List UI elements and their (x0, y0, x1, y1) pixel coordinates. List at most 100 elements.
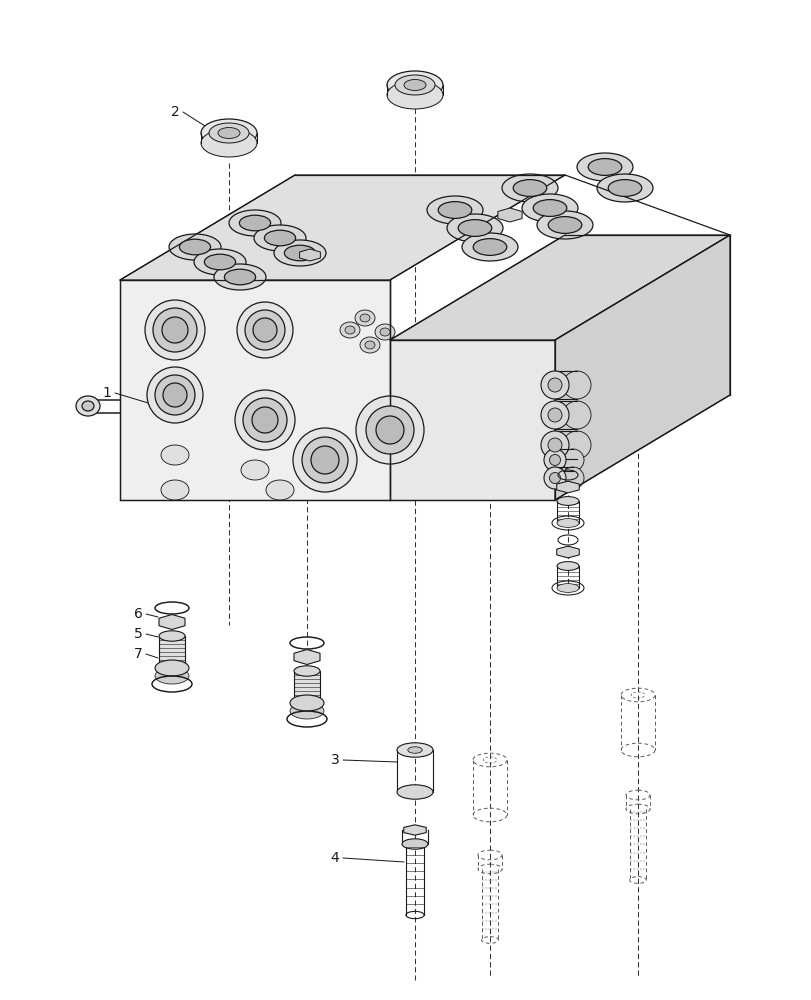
Ellipse shape (214, 264, 266, 290)
Ellipse shape (359, 314, 370, 322)
Ellipse shape (596, 174, 652, 202)
Ellipse shape (547, 408, 561, 422)
Ellipse shape (201, 129, 257, 157)
Ellipse shape (556, 584, 578, 592)
Ellipse shape (245, 310, 285, 350)
Ellipse shape (607, 180, 641, 196)
Ellipse shape (540, 371, 569, 399)
Ellipse shape (82, 401, 94, 411)
Ellipse shape (162, 317, 188, 343)
Ellipse shape (461, 233, 517, 261)
Ellipse shape (152, 308, 197, 352)
Text: 2: 2 (170, 105, 179, 119)
Ellipse shape (397, 743, 432, 757)
Ellipse shape (577, 153, 633, 181)
Ellipse shape (543, 449, 565, 471)
Ellipse shape (380, 328, 389, 336)
Ellipse shape (438, 202, 471, 218)
Ellipse shape (501, 174, 557, 202)
Ellipse shape (145, 300, 204, 360)
Ellipse shape (556, 562, 578, 570)
Ellipse shape (397, 785, 432, 799)
Text: 4: 4 (330, 851, 339, 865)
Ellipse shape (161, 480, 189, 500)
Ellipse shape (293, 428, 357, 492)
Ellipse shape (340, 322, 359, 338)
Ellipse shape (587, 159, 621, 175)
Ellipse shape (241, 460, 268, 480)
Ellipse shape (562, 431, 590, 459)
Ellipse shape (407, 747, 422, 753)
Ellipse shape (208, 123, 249, 143)
Ellipse shape (387, 71, 443, 99)
Ellipse shape (549, 473, 560, 484)
Ellipse shape (345, 326, 354, 334)
Ellipse shape (547, 438, 561, 452)
Ellipse shape (521, 194, 577, 222)
Ellipse shape (540, 401, 569, 429)
Ellipse shape (556, 497, 578, 505)
Ellipse shape (401, 839, 427, 849)
Ellipse shape (251, 407, 277, 433)
Ellipse shape (290, 703, 324, 719)
Ellipse shape (201, 119, 257, 147)
Ellipse shape (239, 215, 270, 231)
Ellipse shape (234, 390, 294, 450)
Polygon shape (294, 650, 320, 664)
Ellipse shape (179, 239, 210, 255)
Ellipse shape (194, 249, 246, 275)
Polygon shape (556, 546, 578, 558)
Ellipse shape (273, 240, 325, 266)
Ellipse shape (169, 234, 221, 260)
Ellipse shape (366, 406, 414, 454)
Polygon shape (389, 235, 729, 340)
Ellipse shape (242, 398, 286, 442)
Ellipse shape (543, 467, 565, 489)
Ellipse shape (217, 127, 240, 139)
Ellipse shape (562, 401, 590, 429)
Ellipse shape (266, 480, 294, 500)
Ellipse shape (204, 254, 235, 270)
Text: 3: 3 (330, 753, 339, 767)
Ellipse shape (302, 437, 348, 483)
Ellipse shape (457, 220, 491, 236)
Ellipse shape (394, 75, 435, 95)
Text: 1: 1 (102, 386, 111, 400)
Ellipse shape (254, 225, 306, 251)
Ellipse shape (365, 341, 375, 349)
Ellipse shape (536, 211, 592, 239)
Ellipse shape (229, 210, 281, 236)
Polygon shape (403, 825, 426, 835)
Polygon shape (159, 614, 185, 630)
Polygon shape (294, 671, 320, 703)
Ellipse shape (562, 371, 590, 399)
Ellipse shape (294, 666, 320, 676)
Ellipse shape (147, 367, 203, 423)
Polygon shape (554, 235, 729, 500)
Ellipse shape (427, 196, 483, 224)
Ellipse shape (161, 445, 189, 465)
Ellipse shape (155, 668, 189, 684)
Ellipse shape (311, 446, 338, 474)
Ellipse shape (561, 467, 583, 489)
Polygon shape (299, 249, 320, 261)
Ellipse shape (159, 631, 185, 641)
Ellipse shape (549, 454, 560, 466)
Ellipse shape (513, 180, 546, 196)
Polygon shape (120, 175, 564, 280)
Ellipse shape (155, 375, 195, 415)
Ellipse shape (547, 378, 561, 392)
Ellipse shape (264, 230, 295, 246)
Polygon shape (120, 280, 389, 500)
Ellipse shape (290, 695, 324, 711)
Ellipse shape (375, 416, 404, 444)
Polygon shape (497, 208, 521, 222)
Text: 7: 7 (134, 647, 142, 661)
Ellipse shape (284, 245, 315, 261)
Ellipse shape (540, 431, 569, 459)
Ellipse shape (354, 310, 375, 326)
Ellipse shape (163, 383, 187, 407)
Text: 5: 5 (134, 627, 142, 641)
Ellipse shape (76, 396, 100, 416)
Polygon shape (389, 340, 554, 500)
